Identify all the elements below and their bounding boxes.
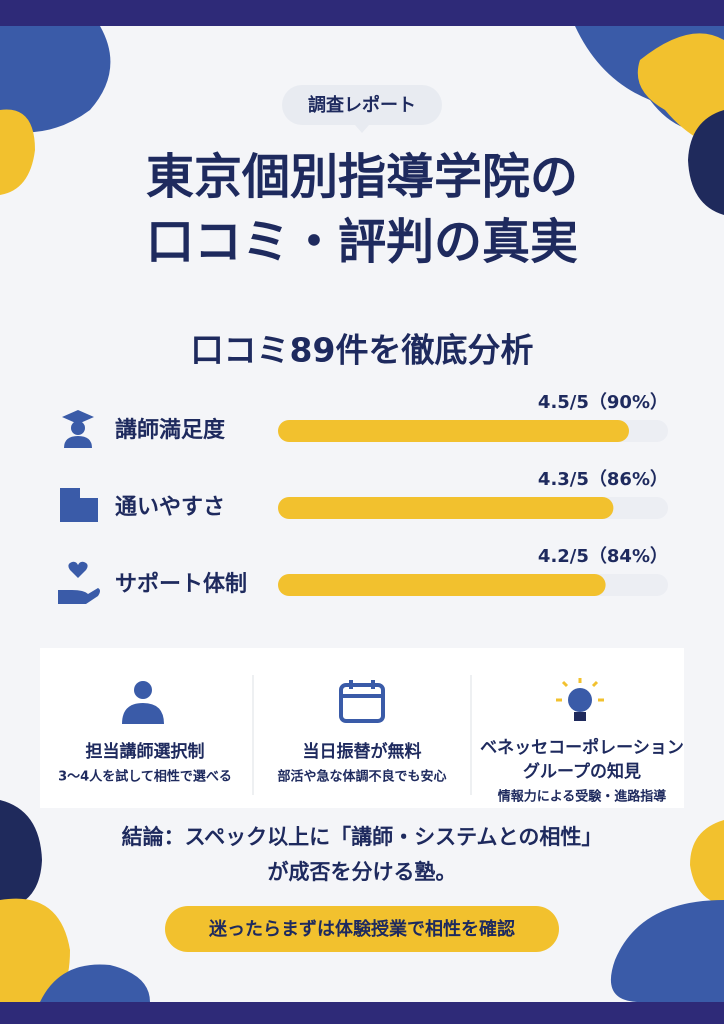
blob [0,800,42,910]
bar [278,574,606,596]
tag-pill [282,85,442,125]
conclusion: 結論：スペック以上に「講師・システムとの相性」 [122,825,603,849]
feature-text: 3〜4人を試して相性で選べる [58,769,232,785]
title-line: 口コミ・評判の真実 [146,214,578,270]
feature-title: 当日振替が無料 [303,741,422,762]
tag-pointer [355,125,369,133]
cta-button[interactable] [165,906,559,952]
blob [0,109,35,195]
feature-text: 部活や急な体調不良でも安心 [277,769,446,785]
icon-hand-heart [58,561,100,604]
bar [278,420,629,442]
icon-bulb [556,678,604,721]
conclusion: が成否を分ける塾。 [268,860,457,884]
top-border [0,0,724,26]
blob [690,820,724,905]
blob [0,26,111,133]
category-label: 講師満足度 [115,417,226,443]
category-label: サポート体制 [115,571,247,597]
value-label: 4.2/5（84%） [538,546,668,567]
cta-text[interactable]: 迷ったらまずは体験授業で相性を確認 [208,918,515,940]
icon-person [122,681,164,724]
chart-title: 口コミ89件を徹底分析 [191,331,534,370]
blob [637,33,724,151]
bar [278,497,614,519]
value-label: 4.5/5（90%） [538,392,668,413]
title-line: 東京個別指導学院の [146,149,578,205]
feature-title: 担当講師選択制 [86,741,205,762]
value-label: 4.3/5（86%） [538,469,668,490]
blob [610,900,724,1002]
icon-teacher [62,410,94,448]
feature-text: 情報力による受験・進路指導 [498,789,667,805]
icon-calendar [339,680,385,723]
category-label: 通いやすさ [115,495,225,520]
features-panel [40,648,684,808]
feature-title: ベネッセコーポレーション [480,737,684,758]
icon-building [60,488,98,522]
blob [0,898,70,1002]
tag: 調査レポート [308,94,416,116]
feature-title: グループの知見 [523,761,641,782]
blob [40,964,150,1002]
blob [688,110,724,215]
bottom-border [0,1002,724,1024]
